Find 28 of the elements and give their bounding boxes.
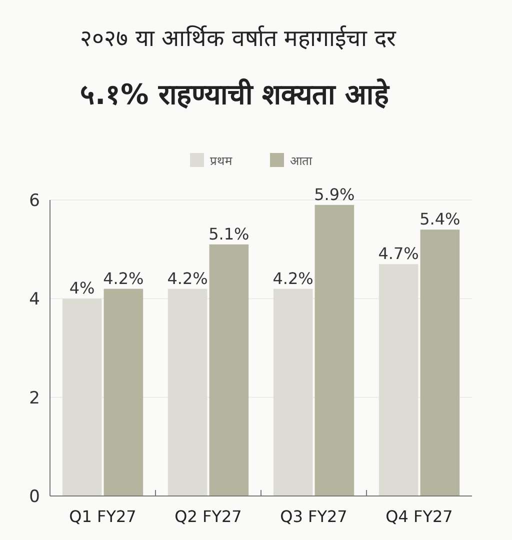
- bar: [314, 204, 354, 496]
- data-label: 5.9%: [314, 184, 355, 204]
- x-tick-label: Q2 FY27: [174, 507, 242, 526]
- x-tick-label: Q3 FY27: [280, 507, 348, 526]
- y-tick-label: 4: [29, 290, 40, 310]
- y-tick-label: 0: [29, 487, 40, 507]
- legend-label: आता: [290, 154, 313, 168]
- data-label: 4.7%: [378, 244, 419, 264]
- chart-subtitle: ५.१% राहण्याची शक्यता आहे: [80, 78, 390, 111]
- bar: [273, 288, 313, 496]
- bar: [104, 288, 144, 496]
- data-label: 5.4%: [420, 210, 460, 229]
- bar: [209, 244, 249, 496]
- data-label: 4.2%: [167, 268, 208, 288]
- x-tick-label: Q4 FY27: [386, 507, 453, 526]
- data-label: 4.2%: [103, 268, 144, 288]
- y-tick-label: 2: [29, 388, 40, 408]
- x-tick-label: Q1 FY27: [69, 507, 136, 526]
- data-label: 5.1%: [208, 224, 250, 244]
- legend-label: प्रथम: [210, 154, 233, 168]
- bar: [378, 264, 418, 496]
- bar: [168, 288, 208, 496]
- bar: [420, 230, 460, 496]
- data-label: 4.2%: [272, 268, 314, 288]
- data-label: 4%: [69, 278, 95, 298]
- chart-title: २०२७ या आर्थिक वर्षात महागाईचा दर: [80, 25, 397, 52]
- y-tick-label: 6: [29, 191, 40, 211]
- bar: [62, 298, 102, 496]
